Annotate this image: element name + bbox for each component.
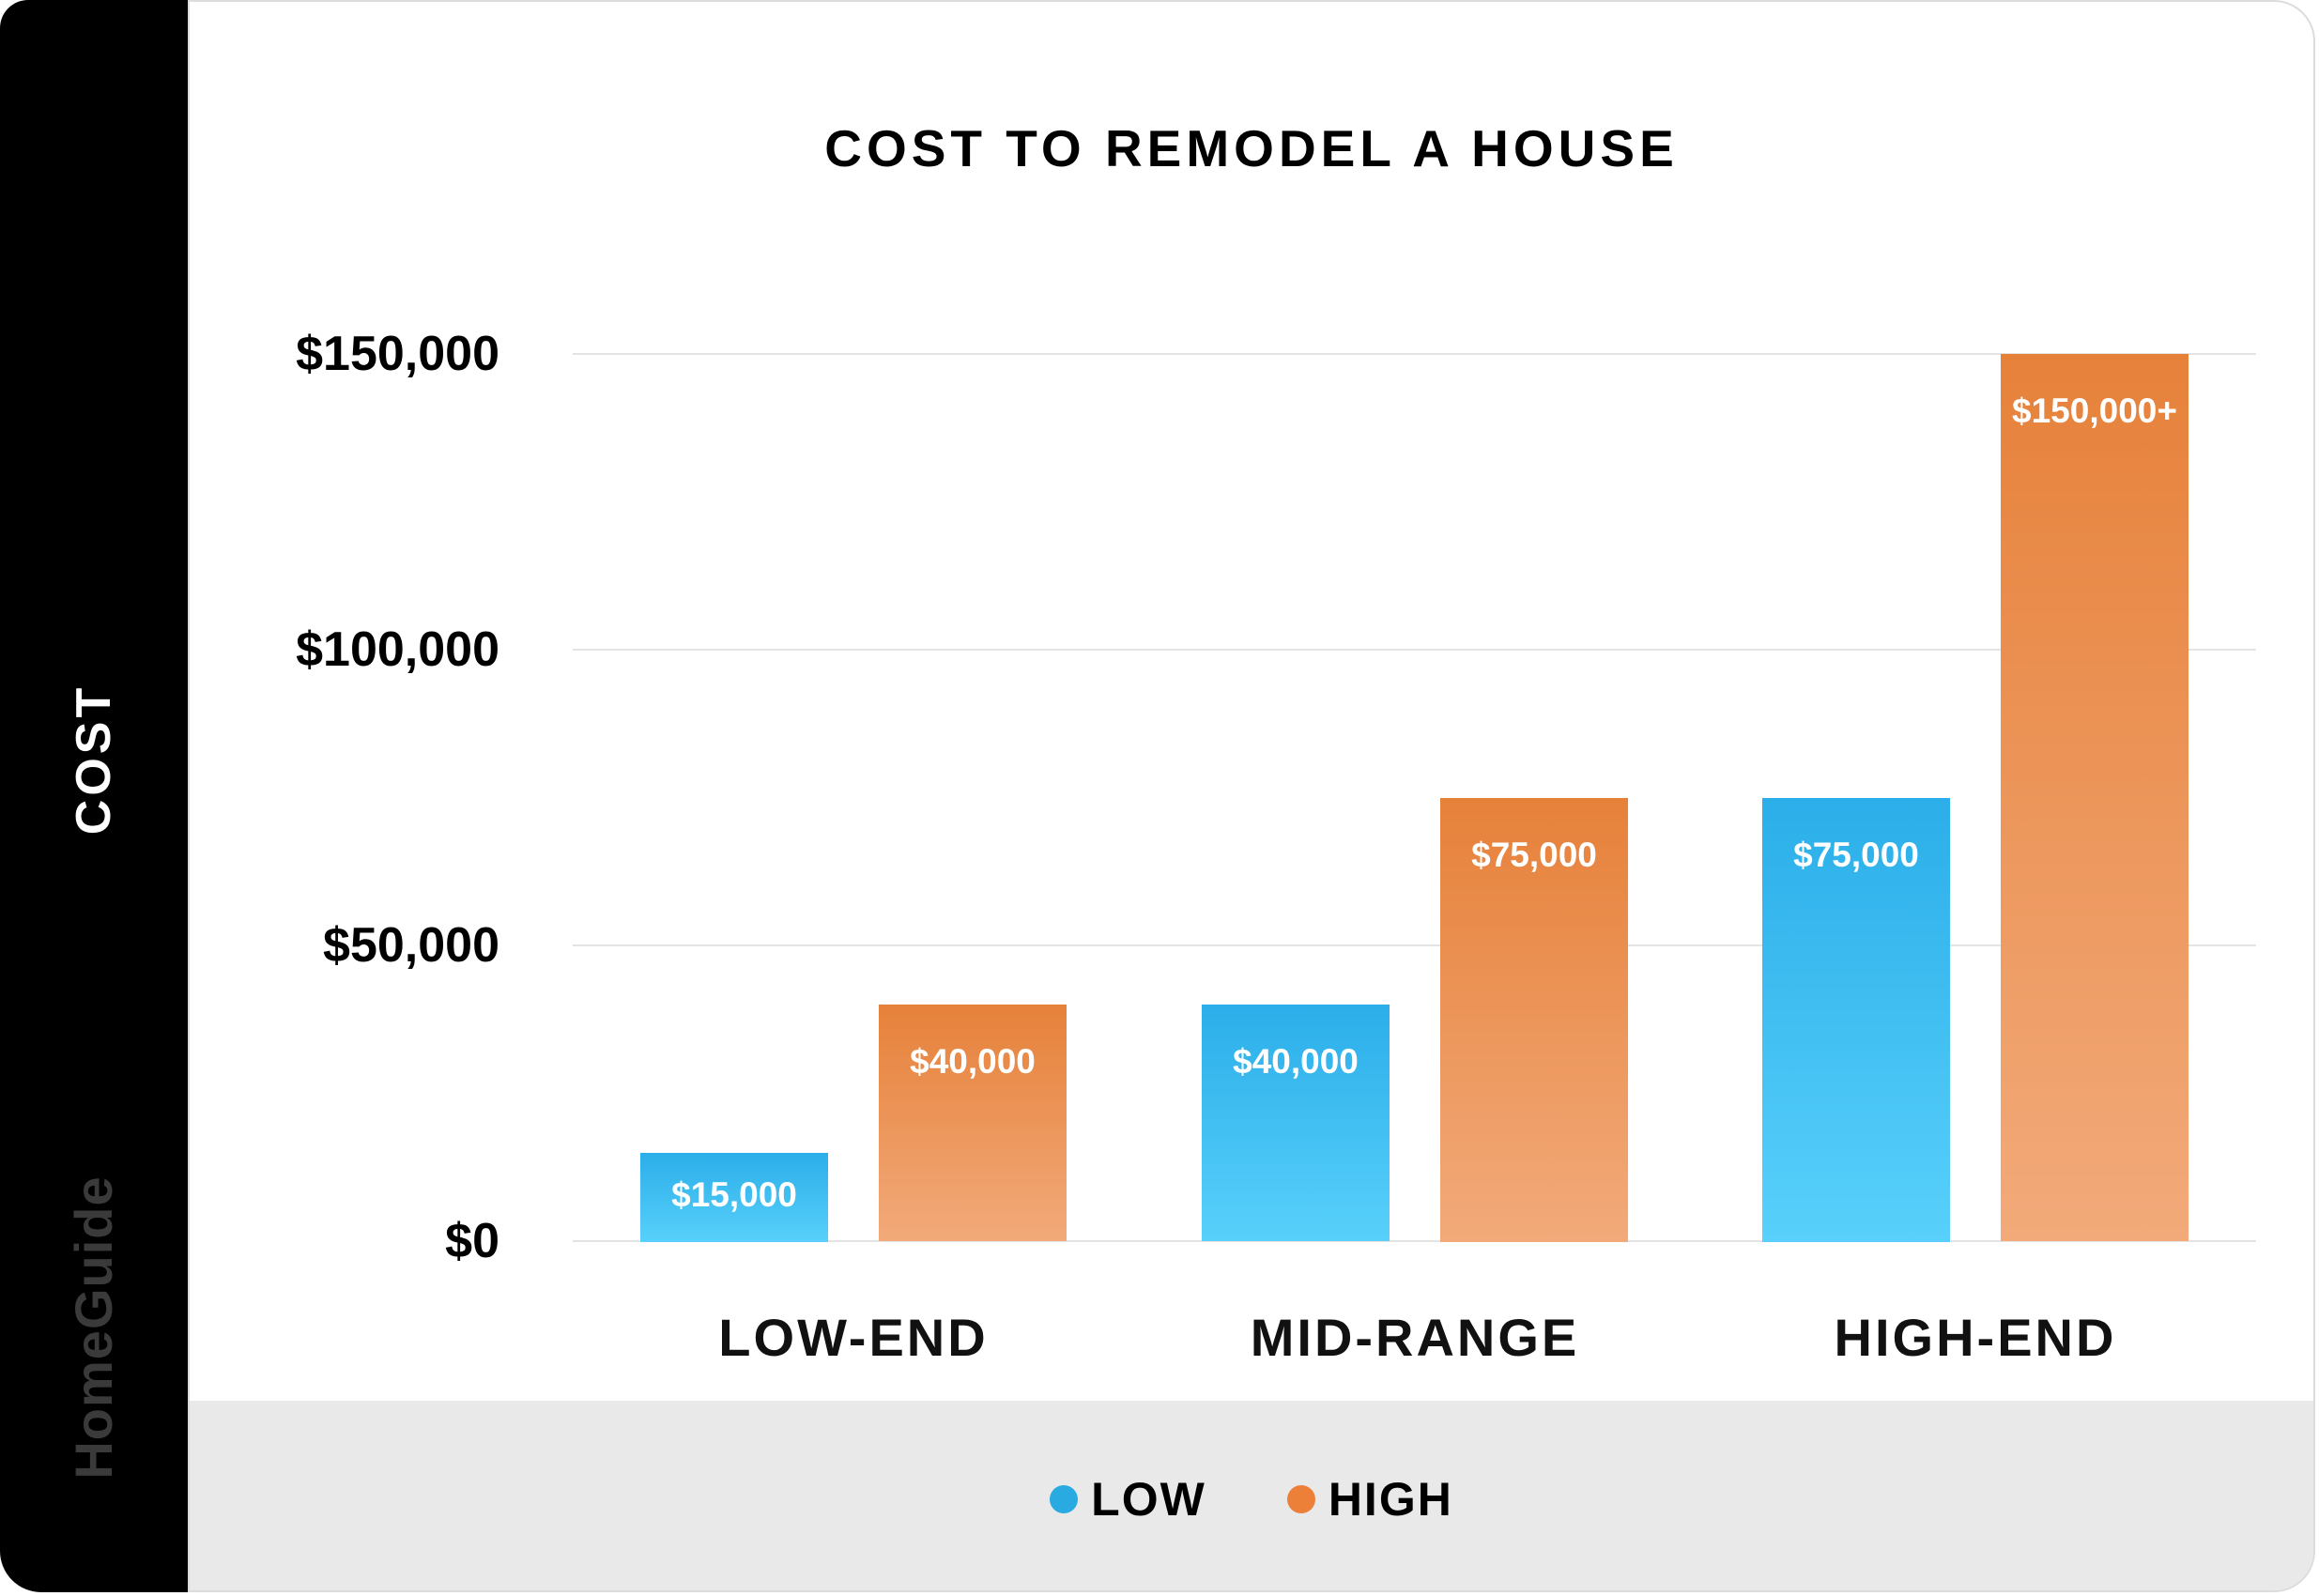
y-tick-label: $150,000: [296, 327, 499, 381]
legend-item-high: HIGH: [1286, 1472, 1453, 1527]
x-axis-label-low-end: LOW-END: [718, 1308, 989, 1367]
bar-value-label: $75,000: [1793, 836, 1919, 874]
legend-dot-low: [1050, 1485, 1079, 1513]
bar-low-mid-range: $40,000: [1202, 1005, 1390, 1241]
x-axis-label-high-end: HIGH-END: [1834, 1308, 2117, 1367]
bar-high-high-end: $150,000+: [2001, 354, 2188, 1241]
legend-dot-high: [1286, 1485, 1315, 1513]
gridline-150000: [573, 353, 2256, 355]
y-tick-label: $100,000: [296, 622, 499, 677]
legend-footer-strip: [190, 1401, 2313, 1590]
gridline-50000: [573, 944, 2256, 946]
legend-label-high: HIGH: [1328, 1473, 1453, 1526]
bar-low-low-end: $15,000: [640, 1153, 828, 1242]
bar-value-label: $75,000: [1471, 836, 1597, 874]
y-tick-label: $0: [445, 1214, 499, 1268]
chart-title: COST TO REMODEL A HOUSE: [824, 119, 1679, 177]
bar-value-label: $15,000: [671, 1175, 797, 1214]
bar-high-low-end: $40,000: [879, 1005, 1067, 1241]
bar-value-label: $150,000+: [2012, 391, 2177, 430]
bar-value-label: $40,000: [910, 1042, 1036, 1081]
bar-value-label: $40,000: [1233, 1042, 1359, 1081]
legend-label-low: LOW: [1091, 1473, 1206, 1526]
chart-legend: LOW HIGH: [188, 1472, 2315, 1527]
bar-high-mid-range: $75,000: [1440, 798, 1628, 1242]
y-tick-label: $50,000: [323, 918, 499, 973]
chart-card: [188, 0, 2315, 1592]
brand-sidebar: COST HomeGuide: [0, 0, 188, 1592]
gridline-0: [573, 1240, 2256, 1242]
legend-item-low: LOW: [1050, 1472, 1206, 1527]
brand-logo-text: HomeGuide: [64, 1175, 123, 1480]
gridline-100000: [573, 649, 2256, 651]
y-axis-title: COST: [67, 683, 121, 836]
bar-low-high-end: $75,000: [1762, 798, 1950, 1242]
x-axis-label-mid-range: MID-RANGE: [1250, 1308, 1580, 1367]
